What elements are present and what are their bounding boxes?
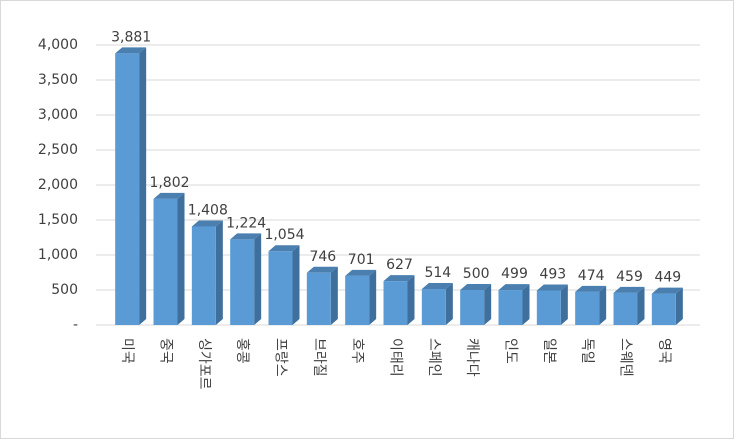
bar-side (637, 286, 645, 325)
bar-top (536, 284, 568, 291)
value-label: 1,054 (264, 227, 304, 243)
bar-side (215, 220, 223, 325)
y-tick-label: 3,000 (38, 107, 78, 123)
y-tick-label: 500 (51, 282, 78, 298)
bar (306, 272, 331, 325)
bar-side (177, 192, 185, 325)
value-label: 701 (348, 252, 375, 268)
value-label: 627 (386, 257, 413, 273)
value-label: 500 (463, 266, 490, 282)
bar-side (484, 284, 492, 325)
value-label: 1,224 (226, 215, 266, 231)
bar (498, 290, 523, 325)
value-label: 449 (654, 270, 681, 286)
bar-top (651, 287, 683, 294)
y-tick-label: 1,000 (38, 247, 78, 263)
bar-top (383, 275, 415, 282)
bar (613, 292, 638, 325)
bar-top (613, 286, 645, 293)
x-tick-label: 싱가포르 (196, 338, 212, 390)
bar-side (560, 284, 568, 325)
bar-top (460, 284, 492, 290)
bar-side (139, 47, 147, 325)
value-label: 499 (501, 266, 528, 282)
x-tick-label: 미국 (119, 338, 135, 364)
x-tick-label: 브라질 (311, 338, 327, 377)
x-tick-label: 캐나다 (464, 338, 480, 377)
bar-top (345, 269, 377, 276)
bar-side (369, 269, 377, 325)
x-tick-label: 홍콩 (234, 338, 250, 364)
x-tick-label: 독일 (579, 338, 595, 364)
bar-side (675, 287, 683, 325)
bar-side (599, 285, 607, 325)
bar (536, 290, 561, 325)
x-tick-label: 중국 (158, 338, 174, 364)
y-tick-label: 3,500 (38, 72, 78, 88)
value-label: 3,881 (111, 29, 151, 45)
x-tick-label: 호주 (349, 338, 365, 364)
bar-side (407, 275, 415, 325)
value-label: 514 (424, 265, 451, 281)
bar-top (498, 284, 530, 291)
value-label: 474 (578, 268, 605, 284)
bar-side (292, 245, 300, 325)
bar-top (421, 283, 453, 290)
x-tick-label: 이태리 (388, 338, 404, 377)
value-label: 459 (616, 269, 643, 285)
bar-side (330, 266, 338, 325)
bar-top (268, 245, 300, 252)
bar-top (153, 192, 185, 199)
bar (421, 289, 446, 325)
bar-side (254, 233, 262, 325)
bar-side (522, 284, 530, 325)
value-label: 1,408 (188, 202, 228, 218)
bar (115, 53, 140, 325)
y-tick-label: - (73, 317, 78, 333)
value-label: 493 (539, 266, 566, 282)
y-tick-label: 2,500 (38, 142, 78, 158)
bar (345, 275, 370, 325)
bar-side (445, 283, 453, 325)
bar (383, 281, 408, 325)
bar (651, 293, 676, 325)
bar-top (115, 47, 147, 54)
bar-top (575, 285, 607, 292)
y-tick-label: 1,500 (38, 212, 78, 228)
value-label: 746 (309, 249, 336, 265)
bar-top (306, 266, 338, 273)
bar (575, 291, 600, 325)
bar-top (230, 233, 262, 240)
bar (191, 226, 216, 325)
bar (153, 198, 178, 325)
x-tick-label: 일본 (541, 338, 557, 364)
value-label: 1,802 (149, 175, 189, 191)
y-tick-label: 2,000 (38, 177, 78, 193)
bar-top (191, 220, 223, 227)
bar (268, 251, 293, 325)
x-tick-label: 스페인 (426, 338, 442, 377)
bar (230, 239, 255, 325)
x-tick-label: 영국 (656, 338, 672, 364)
x-tick-label: 인도 (503, 338, 519, 364)
y-tick-label: 4,000 (38, 37, 78, 53)
x-tick-label: 프랑스 (273, 338, 289, 377)
bar (460, 290, 485, 325)
x-tick-label: 스웨덴 (618, 338, 634, 377)
